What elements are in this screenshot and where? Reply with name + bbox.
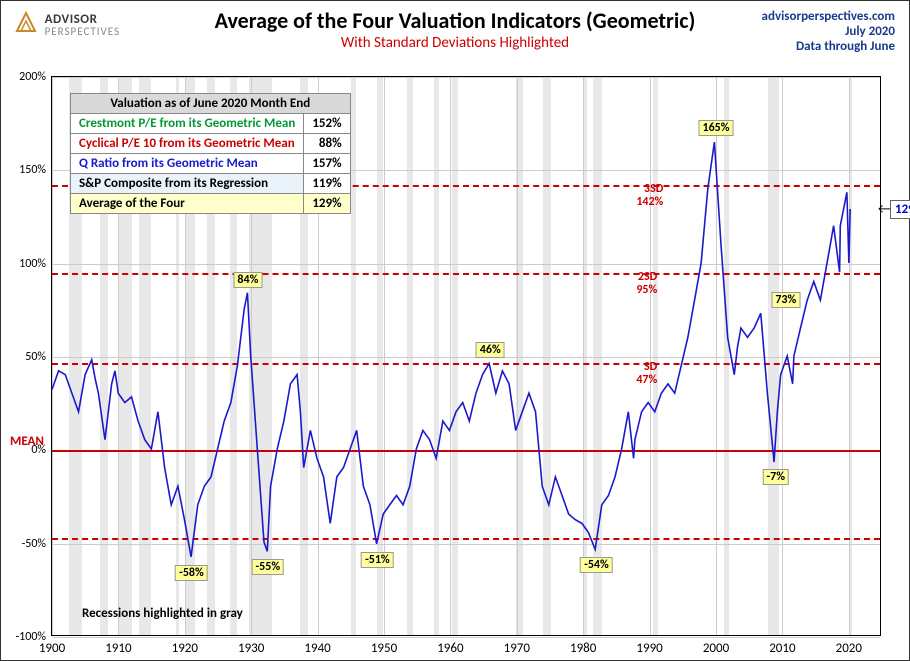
peak-label: 73% xyxy=(771,292,800,308)
legend-row-label: Average of the Four xyxy=(71,194,304,214)
y-tick-label: 150% xyxy=(19,163,46,177)
y-tick-label: -100% xyxy=(16,630,47,644)
legend-row-value: 157% xyxy=(304,154,350,174)
legend-row-value: 119% xyxy=(304,174,350,194)
meta-site: advisorperspectives.com xyxy=(762,9,895,24)
y-tick-label: 100% xyxy=(19,257,46,271)
x-tick-label: 1950 xyxy=(371,641,397,656)
current-value-box: 129% xyxy=(890,200,910,219)
chart-area: 1900191019201930194019501960197019801990… xyxy=(51,76,881,636)
legend-row-label: Q Ratio from its Geometric Mean xyxy=(71,154,304,174)
logo-icon xyxy=(13,9,39,40)
plot: 1900191019201930194019501960197019801990… xyxy=(52,77,880,635)
x-tick-label: 1930 xyxy=(238,641,264,656)
legend-row-value: 152% xyxy=(304,114,350,134)
x-tick-label: 2020 xyxy=(836,641,862,656)
x-tick-label: 1960 xyxy=(437,641,463,656)
logo-text-2: PERSPECTIVES xyxy=(45,25,120,38)
legend-row-value: 88% xyxy=(304,134,350,154)
legend-title: Valuation as of June 2020 Month End xyxy=(71,94,351,114)
peak-label: -7% xyxy=(762,469,789,485)
y-tick-label: -50% xyxy=(22,537,46,551)
peak-label: -54% xyxy=(580,557,613,573)
peak-label: 165% xyxy=(699,120,734,136)
peak-label: -55% xyxy=(252,559,285,575)
legend-row-value: 129% xyxy=(304,194,350,214)
legend-row-label: S&P Composite from its Regression xyxy=(71,174,304,194)
x-tick-label: 2000 xyxy=(703,641,729,656)
current-arrow-icon: ← xyxy=(878,200,891,217)
gridline-h xyxy=(52,637,880,638)
peak-label: -51% xyxy=(361,552,394,568)
header-meta: advisorperspectives.com July 2020 Data t… xyxy=(762,9,895,54)
legend-row-label: Cyclical P/E 10 from its Geometric Mean xyxy=(71,134,304,154)
y-tick-label: 50% xyxy=(25,350,46,364)
meta-date: July 2020 xyxy=(762,24,895,39)
peak-label: 46% xyxy=(476,342,505,358)
meta-through: Data through June xyxy=(762,39,895,54)
x-tick-label: 1920 xyxy=(172,641,198,656)
logo: ADVISOR PERSPECTIVES xyxy=(13,9,120,40)
y-tick-label: 200% xyxy=(19,70,46,84)
mean-label: MEAN xyxy=(10,434,44,449)
x-tick-label: 1980 xyxy=(570,641,596,656)
recessions-note: Recessions highlighted in gray xyxy=(82,606,243,621)
chart-container: ADVISOR PERSPECTIVES advisorperspectives… xyxy=(0,0,910,661)
peak-label: -58% xyxy=(175,565,208,581)
legend-row-label: Crestmont P/E from its Geometric Mean xyxy=(71,114,304,134)
peak-label: 84% xyxy=(233,272,262,288)
x-tick-label: 2010 xyxy=(769,641,795,656)
x-tick-label: 1910 xyxy=(105,641,131,656)
x-tick-label: 1990 xyxy=(636,641,662,656)
legend-table: Valuation as of June 2020 Month EndCrest… xyxy=(70,93,351,214)
x-tick-label: 1940 xyxy=(304,641,330,656)
x-tick-label: 1970 xyxy=(504,641,530,656)
